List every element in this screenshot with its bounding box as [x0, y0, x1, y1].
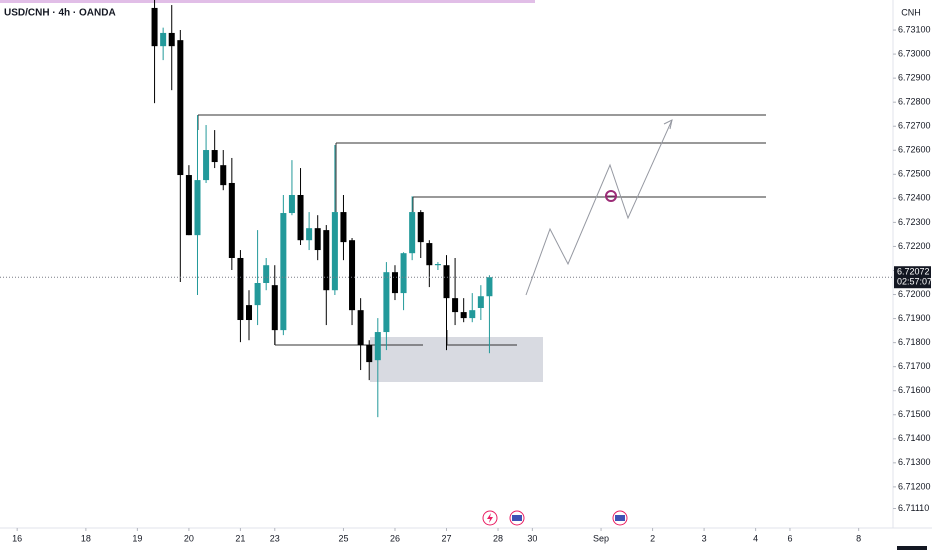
x-tick-label: 19: [132, 533, 142, 543]
candle-body: [366, 345, 373, 363]
candle-body: [357, 310, 364, 346]
y-tick-label: 6.71900: [898, 313, 931, 323]
y-tick-label: 6.71400: [898, 433, 931, 443]
candle-body: [469, 310, 476, 319]
candle-body: [434, 264, 441, 266]
y-tick-label: 6.73000: [898, 48, 931, 58]
candle-body: [211, 150, 218, 163]
y-tick-label: 6.71500: [898, 409, 931, 419]
x-tick-label: 2: [650, 533, 655, 543]
x-tick-label: 23: [270, 533, 280, 543]
candle-body: [383, 272, 390, 333]
y-tick-label: 6.72600: [898, 145, 931, 155]
x-tick-label: 28: [493, 533, 503, 543]
event-icons: [482, 510, 628, 526]
candle-body: [452, 298, 459, 313]
x-tick-label: 20: [184, 533, 194, 543]
y-tick-label: 6.71110: [898, 503, 929, 513]
y-tick-label: 6.72200: [898, 241, 931, 251]
projection-arrowhead: [663, 119, 673, 130]
candle-body: [288, 194, 295, 214]
x-tick-label: 26: [390, 533, 400, 543]
candle-body: [177, 40, 184, 176]
x-tick-label: 18: [81, 533, 91, 543]
candle-body: [374, 332, 381, 361]
candle-body: [168, 32, 175, 47]
candle-body: [460, 312, 467, 319]
candle-body: [400, 253, 407, 294]
candle-body: [194, 180, 201, 236]
y-tick-label: 6.71700: [898, 361, 931, 371]
x-tick-label: 8: [856, 533, 861, 543]
candle-body: [323, 230, 330, 291]
candle-body: [477, 296, 484, 308]
y-tick-label: 6.71800: [898, 337, 931, 347]
plot-area: [151, 0, 766, 418]
candle-body: [417, 212, 424, 243]
top-highlight: [0, 0, 535, 3]
candle-body: [443, 265, 450, 299]
candle-body: [185, 175, 192, 236]
candle-body: [237, 257, 244, 321]
countdown-label: 02:57:07: [897, 277, 932, 287]
demand-zone: [370, 337, 543, 382]
y-tick-label: 6.72900: [898, 73, 931, 83]
event-icon-glyph: [512, 515, 522, 521]
scrollbar[interactable]: [897, 546, 927, 550]
y-tick-label: 6.72500: [898, 169, 931, 179]
y-tick-label: 6.71200: [898, 481, 931, 491]
projection-path: [525, 119, 673, 296]
x-tick-label: 16: [12, 533, 22, 543]
x-tick-label: 21: [235, 533, 245, 543]
y-tick-label: 6.71600: [898, 385, 931, 395]
candle-body: [306, 228, 313, 241]
x-tick-label: 6: [787, 533, 792, 543]
candle-body: [151, 7, 158, 47]
y-tick-label: 6.73100: [898, 24, 931, 34]
candle-body: [263, 265, 270, 283]
candle-body: [220, 165, 227, 186]
candle-body: [280, 213, 287, 331]
last-price-box: [894, 266, 931, 289]
x-tick-label: 25: [338, 533, 348, 543]
candle-body: [349, 240, 356, 311]
currency-label: CNH: [901, 7, 921, 17]
candle-body: [160, 32, 167, 47]
y-tick-label: 6.72800: [898, 97, 931, 107]
candle-body: [391, 272, 398, 294]
y-tick-label: 6.72400: [898, 193, 931, 203]
candle-body: [228, 182, 235, 258]
candle-body: [409, 212, 416, 254]
candle-body: [271, 285, 278, 331]
x-tick-label: Sep: [593, 533, 609, 543]
chart-title: USD/CNH · 4h · OANDA: [4, 8, 116, 19]
candle-body: [314, 228, 321, 251]
y-tick-label: 6.71300: [898, 457, 931, 467]
event-icon-glyph: [487, 513, 493, 523]
candle-body: [203, 150, 210, 181]
y-tick-label: 6.72000: [898, 289, 931, 299]
candle-body: [297, 194, 304, 241]
candle-body: [331, 212, 338, 291]
candle-body: [340, 212, 347, 243]
x-tick-label: 3: [702, 533, 707, 543]
x-tick-label: 4: [753, 533, 758, 543]
candle-body: [246, 305, 253, 321]
event-icon-glyph: [615, 515, 625, 521]
x-tick-label: 27: [441, 533, 451, 543]
candle-body: [486, 277, 493, 297]
y-tick-label: 6.72300: [898, 217, 931, 227]
candle-body: [254, 282, 261, 306]
candle-body: [426, 243, 433, 266]
y-tick-label: 6.72700: [898, 121, 931, 131]
x-tick-label: 30: [527, 533, 537, 543]
last-price-label: 6.72072: [897, 267, 930, 277]
